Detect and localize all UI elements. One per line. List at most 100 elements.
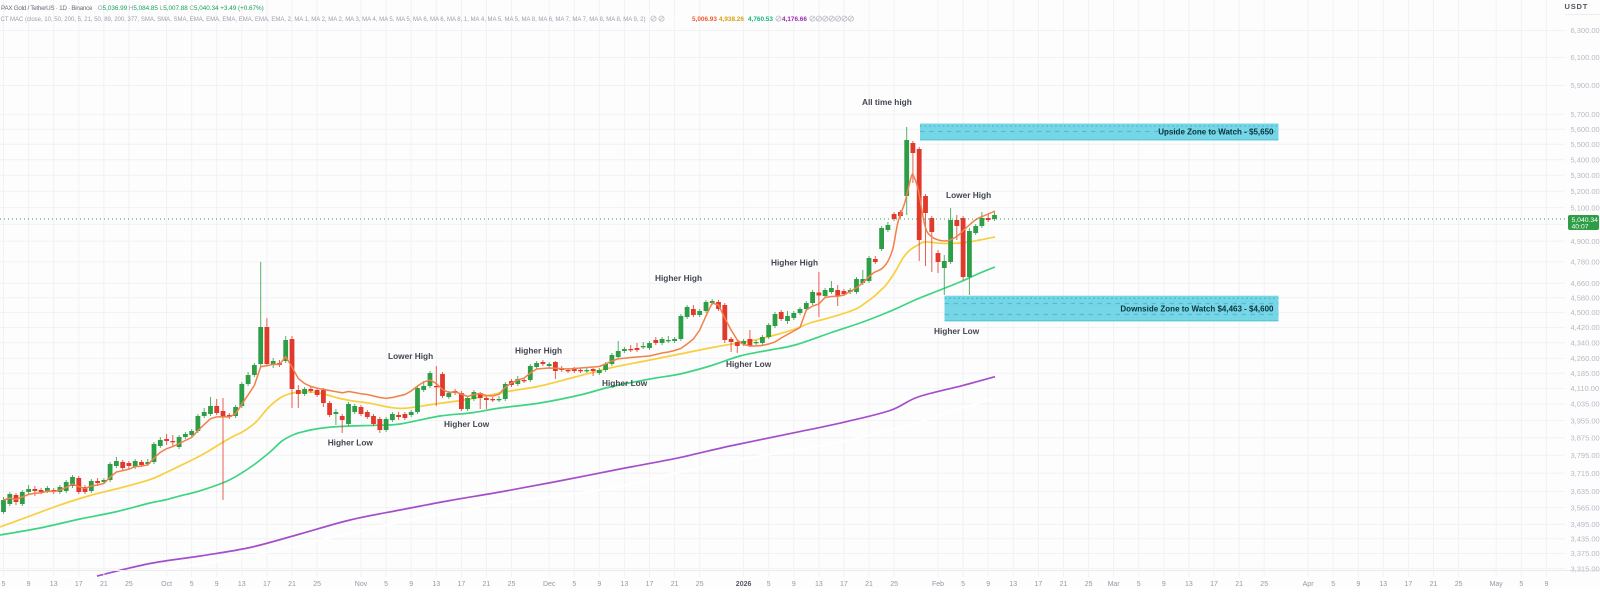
svg-text:3,715.00: 3,715.00 (1571, 469, 1600, 478)
svg-text:CT MAC (close, 10, 50, 200, 5,: CT MAC (close, 10, 50, 200, 5, 21, 50, 8… (1, 17, 646, 23)
svg-text:Dec: Dec (543, 581, 556, 588)
svg-text:Higher Low: Higher Low (934, 326, 980, 336)
svg-text:5: 5 (1331, 581, 1335, 588)
svg-text:3,955.00: 3,955.00 (1571, 416, 1600, 425)
svg-text:5: 5 (961, 581, 965, 588)
svg-text:Lower High: Lower High (388, 351, 433, 361)
svg-text:5: 5 (384, 581, 388, 588)
svg-text:Upside Zone to Watch - $5,650: Upside Zone to Watch - $5,650 (1158, 128, 1274, 137)
svg-text:5,300.00: 5,300.00 (1571, 171, 1600, 180)
svg-text:4,938.26: 4,938.26 (719, 16, 744, 23)
svg-text:13: 13 (1009, 581, 1017, 588)
svg-text:5: 5 (1519, 581, 1523, 588)
svg-text:5,900.00: 5,900.00 (1571, 81, 1600, 90)
svg-text:25: 25 (1260, 581, 1268, 588)
svg-text:3,375.00: 3,375.00 (1571, 549, 1600, 558)
svg-text:5: 5 (767, 581, 771, 588)
svg-text:4,185.00: 4,185.00 (1571, 369, 1600, 378)
svg-text:9: 9 (215, 581, 219, 588)
svg-text:2026: 2026 (736, 581, 752, 588)
svg-text:3,795.00: 3,795.00 (1571, 451, 1600, 460)
svg-text:5: 5 (1137, 581, 1141, 588)
svg-text:13: 13 (50, 581, 58, 588)
svg-text:9: 9 (409, 581, 413, 588)
svg-text:17: 17 (840, 581, 848, 588)
svg-text:5,400.00: 5,400.00 (1571, 155, 1600, 164)
svg-text:21: 21 (1430, 581, 1438, 588)
svg-text:May: May (1490, 581, 1504, 588)
svg-text:13: 13 (621, 581, 629, 588)
svg-text:Higher Low: Higher Low (726, 359, 772, 369)
svg-text:Downside Zone to Watch $4,463: Downside Zone to Watch $4,463 - $4,600 (1120, 305, 1274, 314)
svg-text:5: 5 (572, 581, 576, 588)
svg-text:25: 25 (890, 581, 898, 588)
svg-text:All time high: All time high (862, 97, 912, 107)
svg-text:17: 17 (646, 581, 654, 588)
svg-text:13: 13 (1185, 581, 1193, 588)
svg-text:17: 17 (75, 581, 83, 588)
svg-text:5: 5 (190, 581, 194, 588)
svg-text:25: 25 (313, 581, 321, 588)
svg-text:5: 5 (2, 581, 6, 588)
svg-text:Nov: Nov (355, 581, 368, 588)
svg-text:5,100.00: 5,100.00 (1571, 203, 1600, 212)
svg-text:21: 21 (100, 581, 108, 588)
svg-text:13: 13 (238, 581, 246, 588)
svg-text:21: 21 (1060, 581, 1068, 588)
svg-text:Feb: Feb (932, 581, 944, 588)
svg-text:Higher Low: Higher Low (444, 419, 490, 429)
svg-text:5,500.00: 5,500.00 (1571, 140, 1600, 149)
svg-text:3,635.00: 3,635.00 (1571, 487, 1600, 496)
svg-text:9: 9 (1162, 581, 1166, 588)
svg-text:Higher High: Higher High (655, 273, 702, 283)
svg-text:21: 21 (288, 581, 296, 588)
svg-text:4,500.00: 4,500.00 (1571, 308, 1600, 317)
svg-text:4,900.00: 4,900.00 (1571, 237, 1600, 246)
svg-text:40:07: 40:07 (1572, 223, 1589, 230)
svg-text:4,340.00: 4,340.00 (1571, 339, 1600, 348)
svg-text:17: 17 (1035, 581, 1043, 588)
svg-text:13: 13 (815, 581, 823, 588)
svg-text:6,100.00: 6,100.00 (1571, 53, 1600, 62)
svg-text:25: 25 (508, 581, 516, 588)
svg-text:21: 21 (865, 581, 873, 588)
svg-text:9: 9 (986, 581, 990, 588)
svg-text:3,565.00: 3,565.00 (1571, 503, 1600, 512)
svg-text:5,200.00: 5,200.00 (1571, 187, 1600, 196)
svg-text:4,580.00: 4,580.00 (1571, 293, 1600, 302)
svg-text:5,006.93: 5,006.93 (692, 16, 717, 23)
svg-text:5,600.00: 5,600.00 (1571, 125, 1600, 134)
svg-text:3,875.00: 3,875.00 (1571, 434, 1600, 443)
svg-text:PAX Gold / TetherUS · 1D · Bin: PAX Gold / TetherUS · 1D · Binance O5,036… (1, 5, 264, 12)
svg-text:4,420.00: 4,420.00 (1571, 323, 1600, 332)
svg-text:21: 21 (1235, 581, 1243, 588)
svg-text:17: 17 (263, 581, 271, 588)
svg-text:Oct: Oct (161, 581, 172, 588)
svg-text:3,435.00: 3,435.00 (1571, 535, 1600, 544)
svg-text:25: 25 (1455, 581, 1463, 588)
svg-text:Higher Low: Higher Low (602, 378, 648, 388)
svg-text:9: 9 (1356, 581, 1360, 588)
svg-text:Higher Low: Higher Low (328, 438, 374, 448)
svg-text:17: 17 (1210, 581, 1218, 588)
svg-text:13: 13 (1379, 581, 1387, 588)
svg-text:13: 13 (432, 581, 440, 588)
svg-text:17: 17 (1405, 581, 1413, 588)
svg-text:USDT: USDT (1565, 2, 1589, 11)
svg-text:9: 9 (597, 581, 601, 588)
svg-text:Apr: Apr (1303, 581, 1315, 588)
svg-text:4,260.00: 4,260.00 (1571, 354, 1600, 363)
svg-text:Higher High: Higher High (515, 345, 562, 355)
svg-text:5,036.18: 5,036.18 (665, 16, 690, 23)
svg-text:21: 21 (483, 581, 491, 588)
svg-text:3,495.00: 3,495.00 (1571, 520, 1600, 529)
svg-text:21: 21 (671, 581, 679, 588)
svg-text:Lower High: Lower High (946, 190, 991, 200)
svg-text:5,040.34: 5,040.34 (1572, 217, 1599, 224)
svg-text:4,176.66: 4,176.66 (782, 16, 807, 23)
svg-text:25: 25 (696, 581, 704, 588)
svg-text:9: 9 (792, 581, 796, 588)
svg-text:Mar: Mar (1108, 581, 1121, 588)
svg-text:17: 17 (458, 581, 466, 588)
svg-text:25: 25 (1085, 581, 1093, 588)
